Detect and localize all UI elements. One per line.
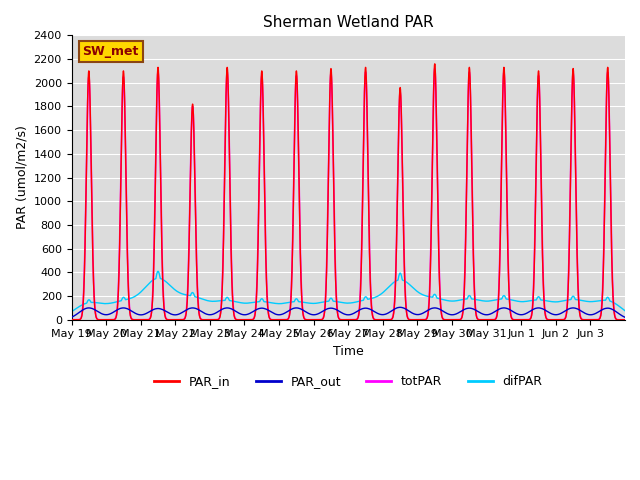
Title: Sherman Wetland PAR: Sherman Wetland PAR bbox=[263, 15, 433, 30]
Y-axis label: PAR (umol/m2/s): PAR (umol/m2/s) bbox=[15, 126, 28, 229]
Legend: PAR_in, PAR_out, totPAR, difPAR: PAR_in, PAR_out, totPAR, difPAR bbox=[149, 370, 548, 393]
X-axis label: Time: Time bbox=[333, 345, 364, 358]
Text: SW_met: SW_met bbox=[83, 45, 139, 58]
